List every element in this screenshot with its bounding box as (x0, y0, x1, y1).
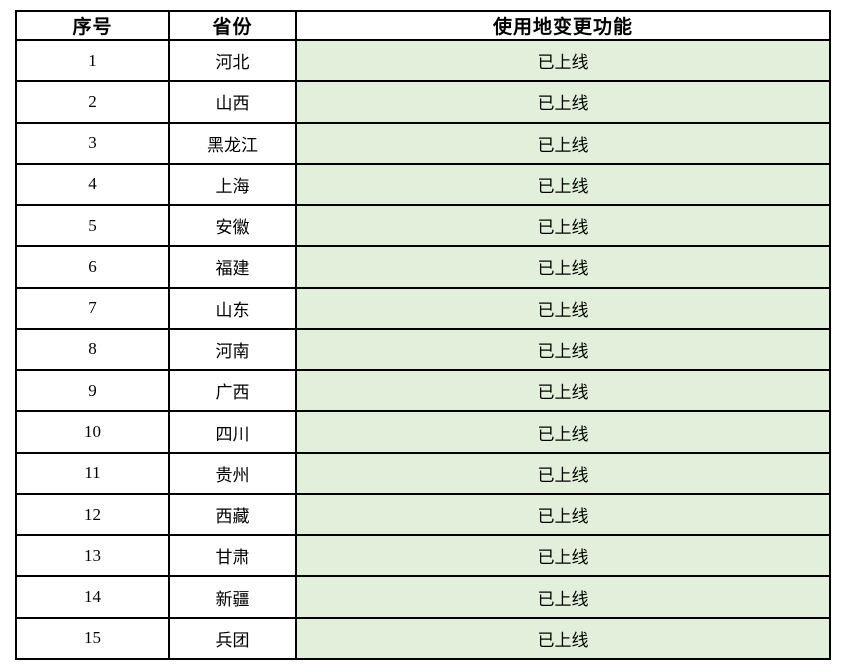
serial-number-cell: 2 (15, 80, 170, 124)
province-cell: 上海 (168, 162, 297, 207)
province-status-table: 序号 省份 使用地变更功能 1 河北 已上线 2 山西 已上线 3 黑龙江 已上… (15, 10, 831, 661)
status-cell: 已上线 (295, 80, 831, 124)
col-header-usage-location-change: 使用地变更功能 (295, 10, 831, 41)
status-cell: 已上线 (295, 286, 831, 330)
serial-number-cell: 1 (15, 38, 170, 83)
status-cell: 已上线 (295, 38, 831, 83)
serial-number-cell: 9 (15, 369, 170, 413)
table-row: 7 山东 已上线 (15, 286, 831, 330)
table-row: 1 河北 已上线 (15, 38, 831, 83)
status-cell: 已上线 (295, 245, 831, 289)
province-cell: 山西 (168, 80, 297, 124)
province-cell: 广西 (168, 369, 297, 413)
serial-number-cell: 10 (15, 410, 170, 454)
table-row: 4 上海 已上线 (15, 162, 831, 207)
province-cell: 河北 (168, 38, 297, 83)
province-cell: 西藏 (168, 492, 297, 537)
serial-number-cell: 6 (15, 245, 170, 289)
province-cell: 福建 (168, 245, 297, 289)
province-cell: 贵州 (168, 451, 297, 495)
table-row: 8 河南 已上线 (15, 327, 831, 372)
col-header-serial-number: 序号 (15, 10, 170, 41)
province-cell: 新疆 (168, 575, 297, 619)
status-cell: 已上线 (295, 327, 831, 372)
province-cell: 四川 (168, 410, 297, 454)
province-cell: 安徽 (168, 204, 297, 248)
status-cell: 已上线 (295, 204, 831, 248)
serial-number-cell: 13 (15, 534, 170, 578)
table-header-row: 序号 省份 使用地变更功能 (15, 10, 831, 41)
serial-number-cell: 3 (15, 121, 170, 165)
serial-number-cell: 11 (15, 451, 170, 495)
table-row: 13 甘肃 已上线 (15, 534, 831, 578)
table-row: 14 新疆 已上线 (15, 575, 831, 619)
status-cell: 已上线 (295, 492, 831, 537)
status-cell: 已上线 (295, 616, 831, 661)
status-cell: 已上线 (295, 575, 831, 619)
status-cell: 已上线 (295, 121, 831, 165)
serial-number-cell: 15 (15, 616, 170, 661)
serial-number-cell: 8 (15, 327, 170, 372)
serial-number-cell: 7 (15, 286, 170, 330)
status-cell: 已上线 (295, 162, 831, 207)
status-cell: 已上线 (295, 410, 831, 454)
serial-number-cell: 4 (15, 162, 170, 207)
province-cell: 甘肃 (168, 534, 297, 578)
table-row: 5 安徽 已上线 (15, 204, 831, 248)
province-cell: 黑龙江 (168, 121, 297, 165)
table-row: 3 黑龙江 已上线 (15, 121, 831, 165)
province-cell: 河南 (168, 327, 297, 372)
table-row: 12 西藏 已上线 (15, 492, 831, 537)
table-row: 6 福建 已上线 (15, 245, 831, 289)
status-cell: 已上线 (295, 369, 831, 413)
province-cell: 山东 (168, 286, 297, 330)
status-cell: 已上线 (295, 451, 831, 495)
status-cell: 已上线 (295, 534, 831, 578)
table-row: 15 兵团 已上线 (15, 616, 831, 661)
table-row: 9 广西 已上线 (15, 369, 831, 413)
table-row: 2 山西 已上线 (15, 80, 831, 124)
serial-number-cell: 12 (15, 492, 170, 537)
serial-number-cell: 5 (15, 204, 170, 248)
province-cell: 兵团 (168, 616, 297, 661)
serial-number-cell: 14 (15, 575, 170, 619)
table-row: 10 四川 已上线 (15, 410, 831, 454)
col-header-province: 省份 (168, 10, 297, 41)
table-row: 11 贵州 已上线 (15, 451, 831, 495)
